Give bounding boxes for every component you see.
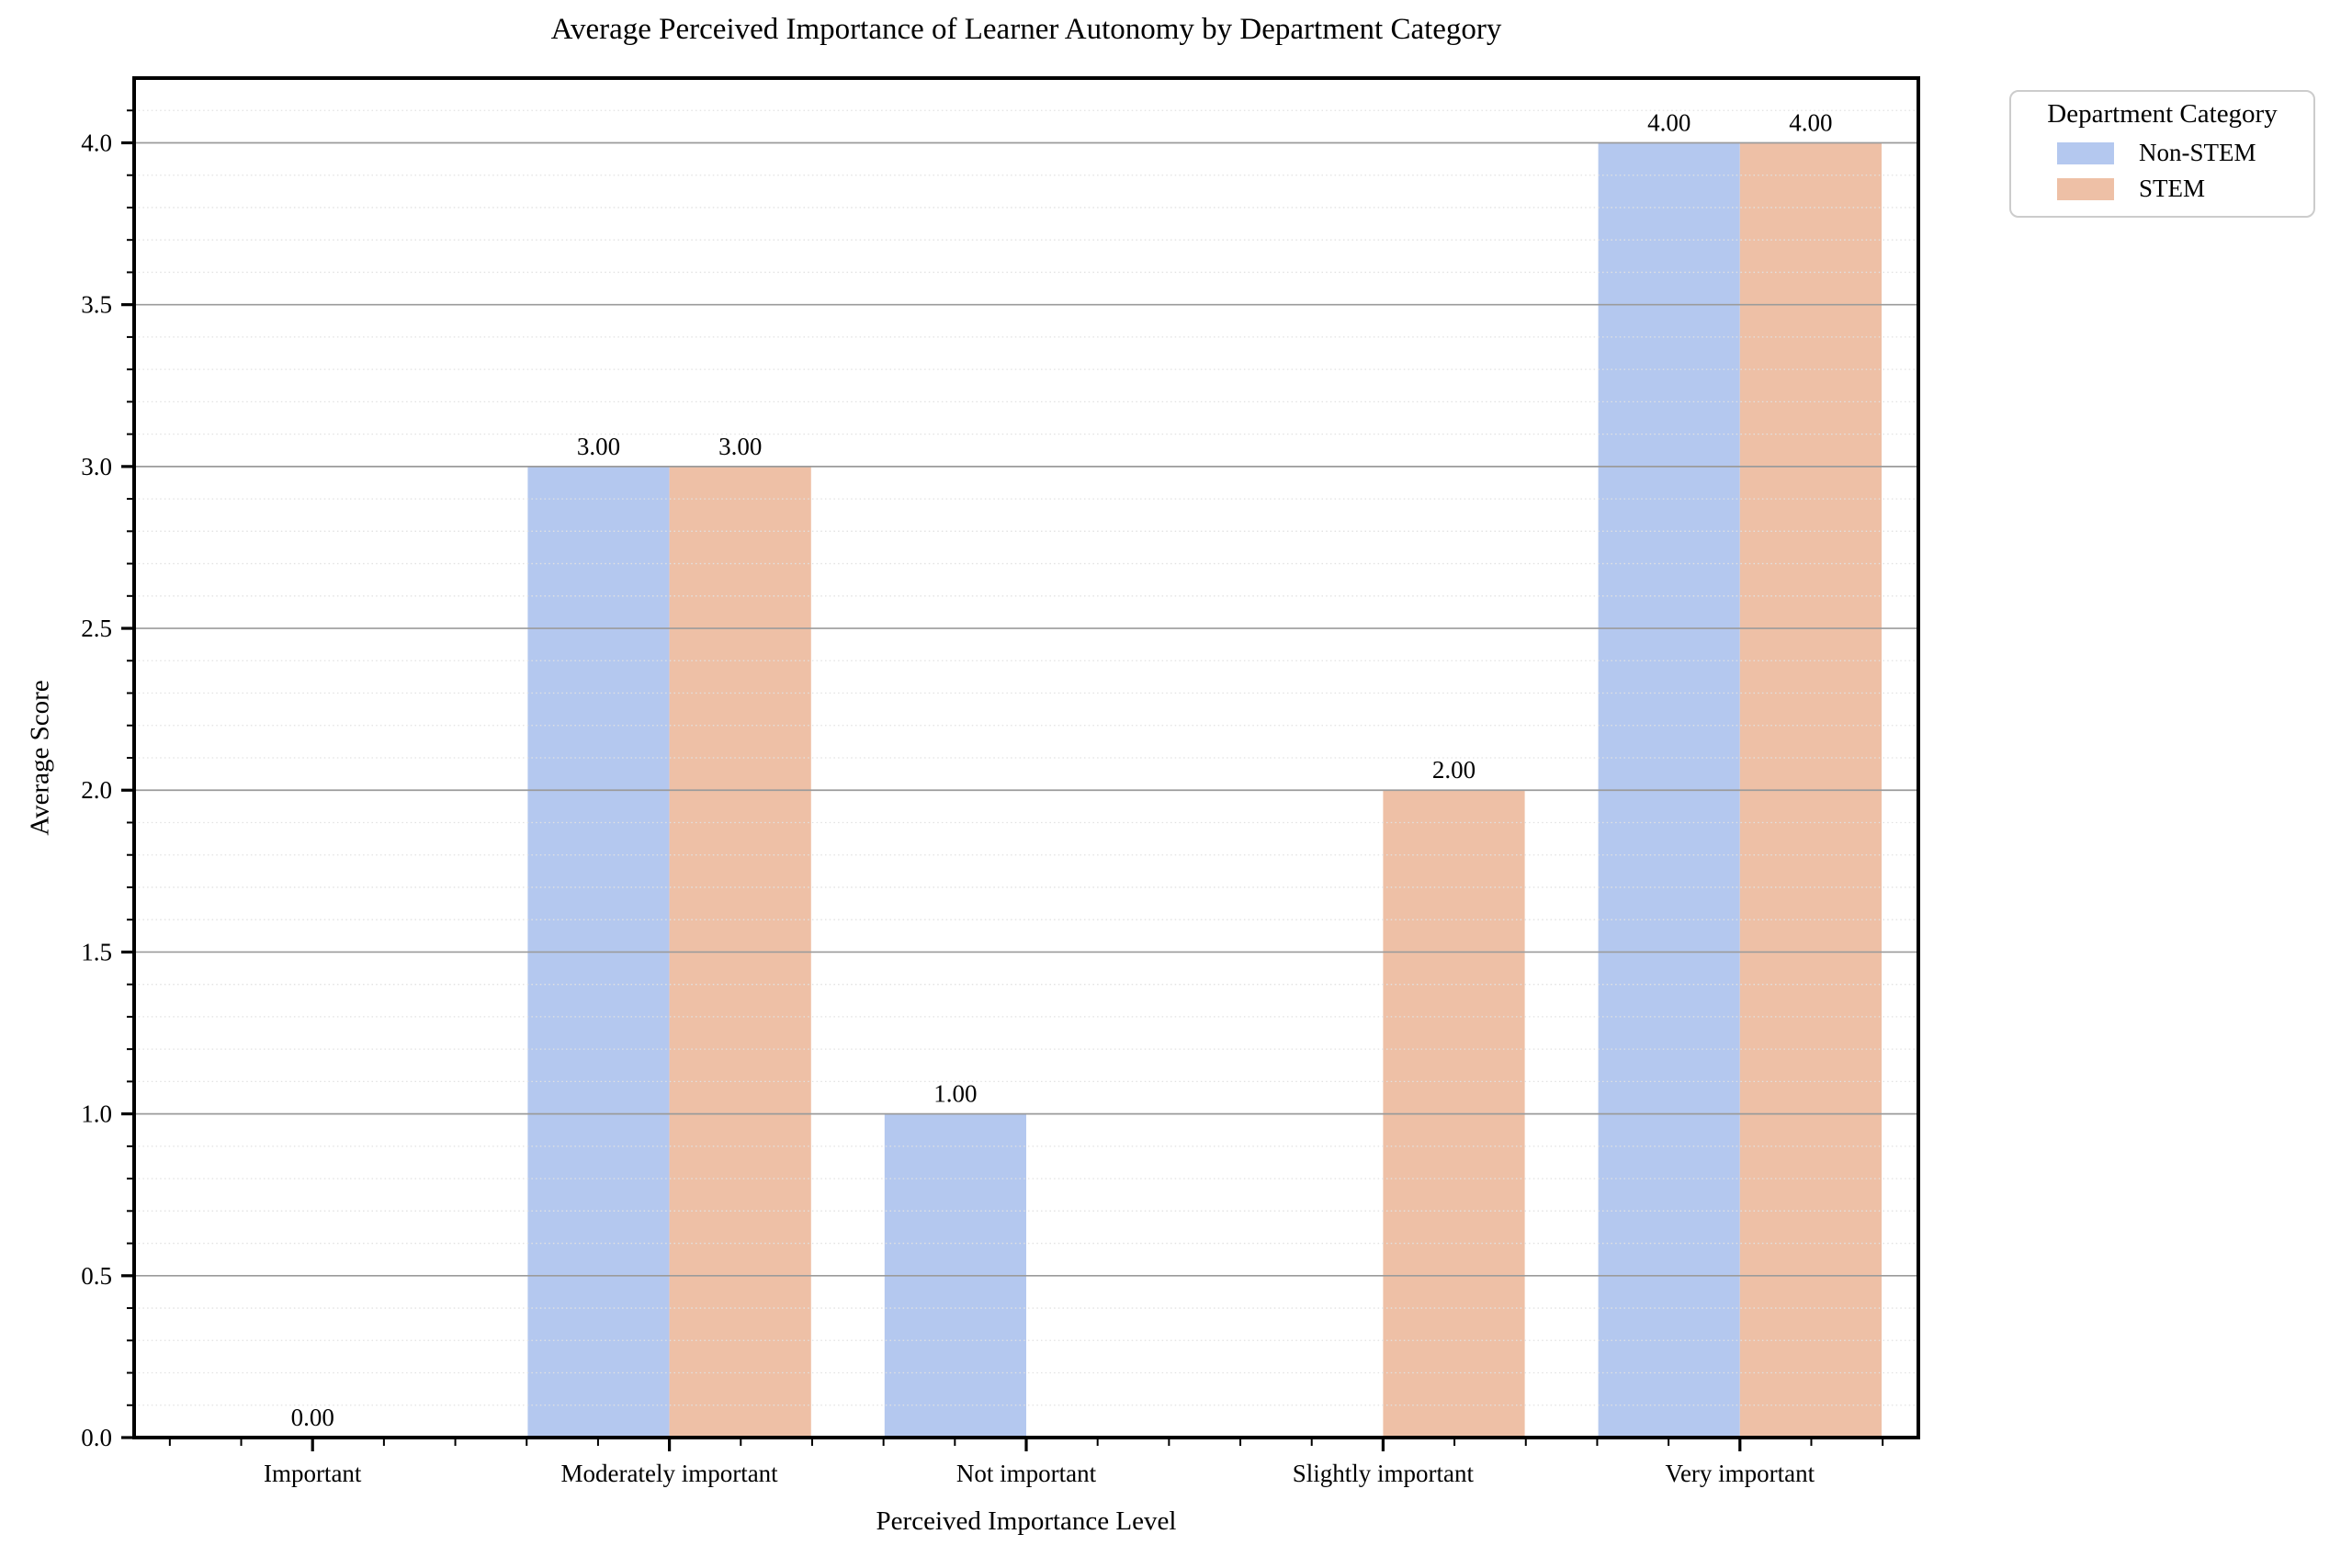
bar-value-label: 4.00 (1789, 108, 1832, 136)
x-axis-label: Perceived Importance Level (876, 1506, 1177, 1536)
legend-title: Department Category (2047, 99, 2278, 129)
legend-entry: STEM (2057, 175, 2302, 203)
legend-entry-label: STEM (2139, 175, 2206, 202)
x-tick-label: Moderately important (561, 1460, 779, 1487)
legend-swatch-stem (2057, 177, 2114, 200)
y-tick-label: 1.5 (81, 938, 112, 965)
bar-value-label: 3.00 (577, 433, 620, 460)
bar-value-label: 0.00 (291, 1404, 334, 1431)
y-tick-label: 3.0 (81, 453, 112, 480)
chart-title: Average Perceived Importance of Learner … (550, 13, 1502, 46)
y-tick-label: 2.0 (81, 776, 112, 804)
legend-entry: Non-STEM (2057, 139, 2302, 167)
y-tick-label: 0.5 (81, 1262, 112, 1290)
legend: Department Category Non-STEM STEM (2009, 90, 2315, 218)
bar-value-label: 1.00 (933, 1080, 977, 1108)
y-axis-label: Average Score (25, 680, 55, 836)
legend-swatch-non-stem (2057, 141, 2114, 164)
bar-value-label: 3.00 (718, 433, 762, 460)
bar-value-label: 2.00 (1432, 756, 1476, 784)
x-tick-label: Not important (956, 1460, 1097, 1487)
legend-entry-label: Non-STEM (2139, 139, 2256, 166)
y-tick-label: 2.5 (81, 615, 112, 642)
x-tick-label: Important (264, 1460, 362, 1487)
y-tick-label: 4.0 (81, 129, 112, 156)
y-tick-label: 0.0 (81, 1424, 112, 1451)
bar-value-label: 4.00 (1647, 108, 1690, 136)
x-tick-label: Slightly important (1293, 1460, 1475, 1487)
x-tick-label: Very important (1665, 1460, 1815, 1487)
y-tick-label: 1.0 (81, 1100, 112, 1128)
y-tick-label: 3.5 (81, 291, 112, 319)
